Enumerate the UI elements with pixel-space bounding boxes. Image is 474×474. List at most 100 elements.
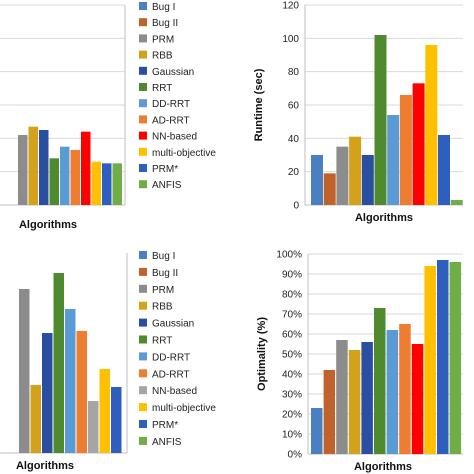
legend-swatch-prmstar [139,420,147,428]
x-axis-title: Algorithms [19,219,77,231]
legend-label-prmstar: PRM* [152,420,178,431]
bar-rrt [49,158,59,205]
y-tick-label: 60% [282,330,302,341]
legend-swatch-ad-rrt [139,115,147,124]
bar-anfis [450,200,463,205]
bar-bug-i [311,155,323,205]
bar-bug-ii [323,370,336,454]
bar-bug-i [311,408,323,454]
y-tick-label: 100 [282,34,299,45]
y-tick-label: 20 [288,167,300,178]
y-tick-label: 90% [282,270,302,281]
y-axis-title: Runtime (sec) [253,68,265,141]
legend-swatch-prm [139,284,147,293]
legend-label-multi-objective: multi-objective [152,148,216,159]
y-tick-label: 80 [288,67,300,78]
bar-anfis [449,262,462,454]
bar-prm [336,146,349,205]
legend-label-anfis: ANFIS [152,437,182,448]
y-tick-label: 70% [282,310,302,321]
bar-prm [19,289,30,453]
legend-swatch-gaussian [139,66,147,75]
x-axis-title: Algorithms [16,460,74,472]
legend-swatch-multi-objective [139,403,147,412]
legend-label-rbb: RBB [152,302,173,313]
legend-label-dd-rrt: DD-RRT [152,352,190,363]
legend-swatch-bug-i [139,2,147,10]
bar-rbb [28,126,38,205]
bar-multi-objective [91,161,101,205]
chart-bottom-right: 0% 10% 20% 30% 40% 50% 60% 70% 80% 90% 100% Optimal… [256,250,463,473]
legend-label-ad-rrt: AD-RRT [152,115,190,126]
bar-dd-rrt [60,146,70,205]
legend-swatch-multi-objective [139,147,147,156]
bar-bug-ii [323,173,336,205]
y-tick-label: 80% [282,290,302,301]
legend-label-dd-rrt: DD-RRT [152,99,190,110]
bar-ad-rrt [70,150,80,205]
legend-swatch-bug-ii [139,267,147,276]
bar-rbb [349,136,362,205]
bar-anfis [112,163,122,205]
bar-dd-rrt [65,309,76,453]
legend-label-rrt: RRT [152,83,172,94]
bar-nn-based [412,83,425,205]
y-tick-label: 0 [293,201,299,212]
legend-label-prm: PRM [152,285,174,296]
chart-bottom-left: Algorithms [0,253,128,472]
bar-nn-based [81,131,91,205]
legend-label-bug-ii: Bug II [152,18,178,29]
legend-label-multi-objective: multi-objective [152,403,216,414]
y-tick-label: 0% [288,450,303,461]
bar-ad-rrt [399,324,411,454]
x-axis-title: Algorithms [354,461,412,473]
legend-label-gaussian: Gaussian [152,67,194,78]
bar-gaussian [361,342,373,454]
legend-swatch-bug-i [139,251,147,259]
legend-swatch-rbb [139,301,147,310]
y-tick-label: 120 [282,1,299,12]
y-tick-label: 30% [282,390,302,401]
bar-rrt [374,35,387,205]
legend-top: Bug I Bug II PRM RBB Gaussian RRT DD-RRT AD-RRT… [139,2,216,191]
chart-top-right: 0 20 40 60 80 100 120 Runtime (sec) Algorithms [253,1,463,224]
legend-swatch-gaussian [139,318,147,327]
bar-nn-based [411,344,424,454]
bar-dd-rrt [387,115,400,205]
bar-gaussian [361,155,374,205]
y-tick-label: 40% [282,370,302,381]
y-tick-label: 60 [288,101,300,112]
legend-label-bug-ii: Bug II [152,268,178,279]
bar-multi-objective [425,45,438,205]
bar-prm [18,135,28,205]
y-axis-title: Optimality (%) [256,317,268,391]
legend-label-rbb: RBB [152,51,173,62]
legend-swatch-prmstar [139,164,147,172]
legend-label-bug-i: Bug I [152,251,175,262]
legend-swatch-anfis [139,436,147,445]
legend-label-gaussian: Gaussian [152,319,194,330]
legend-swatch-rbb [139,50,147,59]
bar-rbb [30,385,41,453]
legend-swatch-rrt [139,83,147,91]
y-tick-label: 20% [282,410,302,421]
legend-label-anfis: ANFIS [152,180,182,191]
bar-ad-rrt [399,95,412,205]
legend-swatch-bug-ii [139,18,147,27]
legend-swatch-anfis [139,180,147,189]
x-axis-title: Algorithms [355,212,413,224]
bar-prmstar [437,260,449,454]
y-tick-label: 100% [276,250,302,261]
legend-swatch-nn-based [139,386,147,395]
bar-ad-rrt [76,331,87,453]
legend-label-nn-based: NN-based [152,132,197,143]
bar-prmstar [111,387,122,453]
bar-prmstar [102,163,112,205]
bar-multi-objective [424,266,436,454]
bar-rrt [53,273,64,453]
legend-swatch-prm [139,34,147,43]
bar-nn-based [88,401,99,453]
y-tick-label: 50% [282,350,302,361]
bar-rrt [374,308,386,454]
